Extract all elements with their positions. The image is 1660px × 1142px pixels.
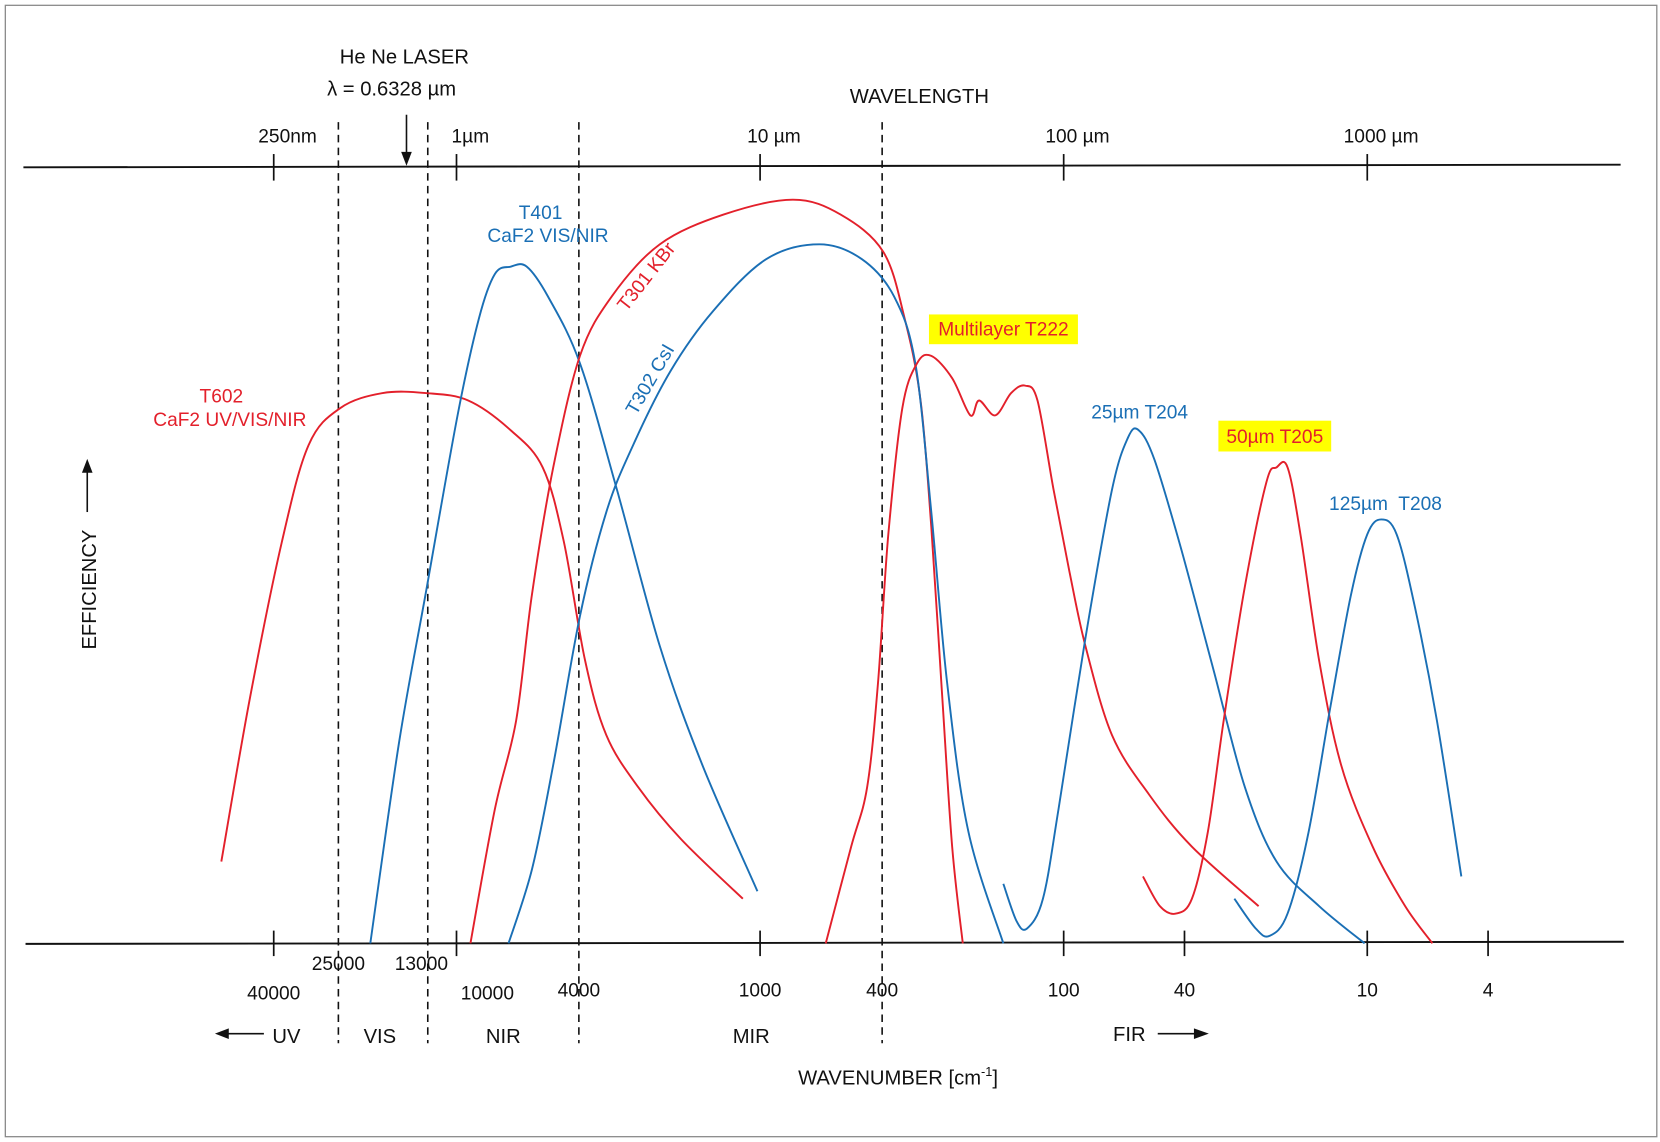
efficiency-axis-title: EFFICIENCY bbox=[79, 458, 101, 650]
label-t401: T401 bbox=[519, 203, 563, 224]
label-t301: T301 KBr bbox=[614, 238, 681, 315]
frame bbox=[4, 4, 1658, 1138]
top-tick-label: 1000 µm bbox=[1344, 126, 1419, 147]
bottom-tick-label: 10000 bbox=[461, 984, 514, 1005]
top-tick-label: 1µm bbox=[452, 126, 490, 147]
label-t602-sub: CaF2 UV/VIS/NIR bbox=[153, 410, 306, 431]
curve-50-m-t205 bbox=[1142, 460, 1434, 944]
region-nir: NIR bbox=[486, 1026, 521, 1048]
label-t401-sub: CaF2 VIS/NIR bbox=[487, 226, 608, 247]
laser-wavelength: λ = 0.6328 µm bbox=[327, 79, 456, 101]
curve-t302-csi bbox=[507, 243, 1005, 944]
wavenumber-axis-title: WAVENUMBER [cm-1] bbox=[798, 1064, 998, 1089]
wavenumber-axis bbox=[25, 940, 1624, 945]
bottom-tick-label: 40 bbox=[1174, 980, 1195, 1001]
bottom-tick-label: 4 bbox=[1483, 980, 1494, 1001]
region-mir: MIR bbox=[733, 1026, 770, 1048]
curve-multilayer-t222 bbox=[824, 353, 1260, 944]
label-t602: T602 bbox=[200, 387, 244, 408]
curve-125-m-t208 bbox=[1233, 518, 1463, 938]
region-fir: FIR bbox=[1113, 1024, 1209, 1046]
top-tick-label: 250nm bbox=[258, 126, 317, 147]
label-t222: Multilayer T222 bbox=[938, 320, 1069, 341]
top-tick-label: 100 µm bbox=[1045, 126, 1109, 147]
region-uv: UV bbox=[214, 1026, 301, 1048]
bottom-tick-label: 40000 bbox=[247, 984, 300, 1005]
label-t204: 25µm T204 bbox=[1091, 403, 1188, 424]
curve-t602 bbox=[220, 390, 744, 900]
region-vis: VIS bbox=[364, 1026, 397, 1048]
bottom-tick-label: 100 bbox=[1048, 980, 1080, 1001]
curve-t401 bbox=[369, 263, 759, 944]
wavelength-axis-title: WAVELENGTH bbox=[850, 86, 989, 108]
laser-arrow bbox=[401, 114, 412, 166]
laser-label: He Ne LASER bbox=[340, 47, 469, 69]
curve-25-m-t204 bbox=[1002, 427, 1366, 945]
wavelength-axis bbox=[23, 163, 1621, 169]
curve-t301-kbr bbox=[469, 198, 964, 944]
boundary-label: 25000 bbox=[312, 954, 365, 975]
boundary-label: 4000 bbox=[558, 980, 601, 1001]
boundary-label: 400 bbox=[866, 980, 898, 1001]
label-t205: 50µm T205 bbox=[1226, 427, 1323, 448]
svg-text:EFFICIENCY: EFFICIENCY bbox=[79, 529, 101, 649]
label-t208: 125µm T208 bbox=[1329, 494, 1442, 515]
highlight-t205 bbox=[1218, 420, 1332, 452]
bottom-tick-label: 10 bbox=[1357, 980, 1378, 1001]
highlight-t222 bbox=[928, 314, 1078, 345]
top-tick-label: 10 µm bbox=[747, 126, 801, 147]
svg-text:UV: UV bbox=[272, 1026, 301, 1048]
svg-text:FIR: FIR bbox=[1113, 1024, 1146, 1046]
bottom-tick-label: 1000 bbox=[739, 980, 782, 1001]
boundary-label: 13000 bbox=[395, 954, 448, 975]
